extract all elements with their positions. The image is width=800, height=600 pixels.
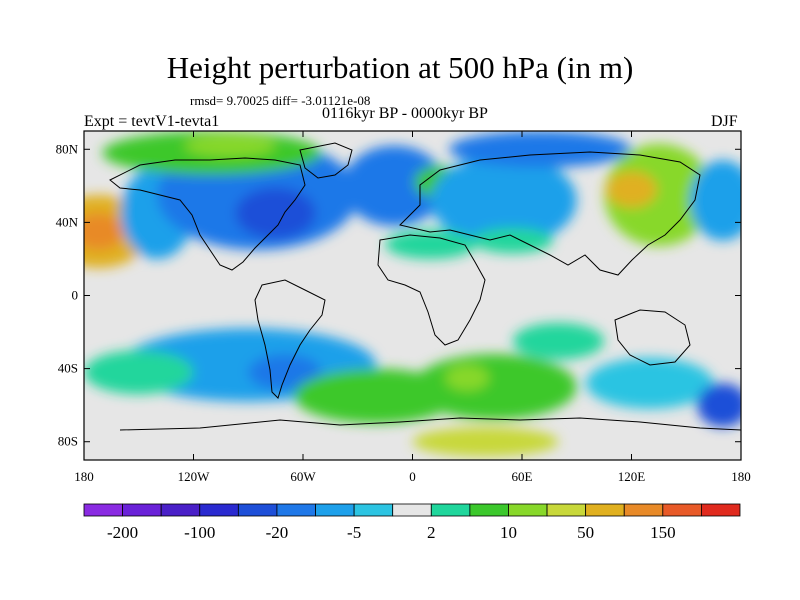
colorbar-label: 50 (577, 523, 594, 542)
colorbar-swatch (160, 503, 201, 517)
colorbar-label: -200 (107, 523, 138, 542)
colorbar-swatch (83, 503, 123, 517)
region-n-africa-pos (385, 229, 477, 259)
colorbar-swatch (315, 503, 355, 517)
colorbar-label: -20 (266, 523, 289, 542)
colorbar-swatch (585, 503, 625, 517)
y-tick-label: 40S (58, 361, 78, 376)
coast-australia (614, 309, 691, 366)
colorbar-label: 150 (650, 523, 676, 542)
colorbar-swatch (353, 503, 394, 517)
region-atlantic-low (343, 145, 446, 227)
region-eurasia-low (430, 154, 577, 247)
colorbar-label: 2 (427, 523, 436, 542)
y-tick-label: 80N (56, 141, 79, 156)
x-tick-label: 180 (74, 469, 94, 484)
colorbar-label: -5 (347, 523, 361, 542)
colorbar-swatch (662, 503, 702, 517)
map-plot-area (84, 131, 741, 460)
coast-greenland (299, 142, 353, 179)
region-mid-east-pos (472, 227, 554, 254)
region-arctic-core (184, 134, 276, 157)
colorbar-swatch (122, 503, 162, 517)
region-tasman-low (697, 383, 741, 428)
y-tick-label: 80S (58, 434, 78, 449)
colorbar-swatch (546, 503, 587, 517)
x-tick-label: 180 (731, 469, 751, 484)
colorbar-swatch (237, 503, 278, 517)
region-aleutian-low (689, 160, 741, 241)
colorbar-swatch (623, 503, 664, 517)
coast-south-america (254, 279, 326, 399)
region-n-pacific-high-core (84, 213, 125, 250)
colorbar-swatch (276, 503, 316, 517)
colorbar-swatch (392, 503, 432, 517)
colorbar-swatch (430, 503, 471, 517)
colorbar-label: -100 (184, 523, 215, 542)
colorbar (83, 503, 741, 517)
colorbar-swatch (469, 503, 509, 517)
x-tick-label: 0 (409, 469, 416, 484)
x-tick-label: 60E (512, 469, 533, 484)
period-label: 0116kyr BP - 0000kyr BP (322, 105, 488, 122)
experiment-label: Expt = tevtV1-tevta1 (84, 113, 220, 130)
coast-eurasia (399, 151, 701, 276)
y-tick-label: 40N (56, 214, 79, 229)
region-siberia-low (449, 131, 632, 168)
x-tick-label: 120W (178, 469, 211, 484)
region-w-pacific-high-core (605, 171, 658, 208)
colorbar-swatch (199, 503, 239, 517)
coast-north-america (109, 157, 306, 271)
region-s-pacific-pos (84, 350, 194, 395)
rmsd-label: rmsd= 9.70025 diff= -3.01121e-08 (190, 93, 371, 108)
colorbar-labels: -200 -100 -20 -5 2 10 50 150 (107, 523, 676, 542)
region-s-indian-pos (412, 353, 577, 420)
chart-title: Height perturbation at 500 hPa (in m) (166, 50, 634, 85)
colorbar-swatch (508, 503, 548, 517)
y-tick-label: 0 (72, 288, 79, 303)
axis-ticks (83, 131, 742, 460)
region-north-america-core (235, 187, 316, 239)
colorbar-swatch (701, 503, 741, 517)
region-w-pacific-high (604, 143, 714, 247)
coastlines (109, 142, 741, 431)
region-s-indian-core (445, 364, 490, 391)
perturbation-regions (84, 131, 741, 457)
x-tick-label: 60W (290, 469, 316, 484)
colorbar-label: 10 (500, 523, 517, 542)
coast-antarctica (119, 417, 741, 431)
region-s-pacific-low-core (248, 353, 322, 391)
region-australia-low (585, 357, 714, 409)
x-tick-label: 120E (618, 469, 646, 484)
region-antarctic-pos (412, 427, 559, 457)
region-indian-tropic-pos (512, 322, 605, 360)
coast-africa (377, 234, 486, 346)
season-label: DJF (711, 113, 738, 130)
axis-tick-labels: 180 120W 60W 0 60E 120E 180 80N 40N 0 40S 80S (56, 141, 751, 484)
